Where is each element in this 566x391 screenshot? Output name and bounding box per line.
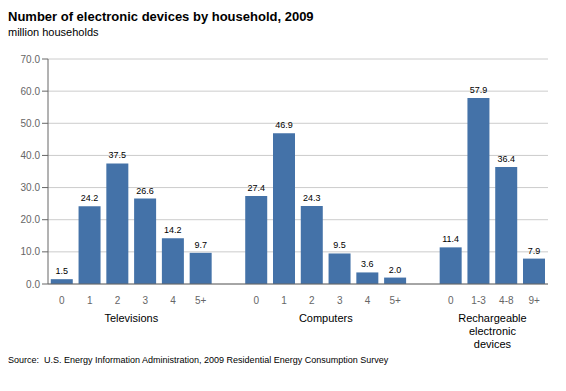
svg-text:20.0: 20.0 [21,214,41,225]
svg-text:11.4: 11.4 [442,234,459,244]
svg-text:40.0: 40.0 [21,150,41,161]
svg-text:9.7: 9.7 [194,240,207,250]
svg-text:70.0: 70.0 [21,54,41,65]
svg-text:0.0: 0.0 [26,279,40,290]
svg-text:4-8: 4-8 [499,295,514,306]
svg-text:3.6: 3.6 [361,259,374,269]
svg-text:1: 1 [87,295,93,306]
svg-text:2: 2 [115,295,121,306]
svg-text:36.4: 36.4 [497,154,515,164]
svg-text:46.9: 46.9 [275,120,293,130]
html-text:Number of electronic devices b: Number of electronic devices by househol… [8,9,314,24]
svg-text:1.5: 1.5 [56,266,69,276]
svg-text:50.0: 50.0 [21,118,41,129]
svg-text:14.2: 14.2 [164,225,182,235]
svg-text:5+: 5+ [390,295,402,306]
svg-text:1: 1 [281,295,287,306]
svg-text:electronic: electronic [469,325,517,337]
html-text:million households: million households [8,26,99,38]
svg-text:60.0: 60.0 [21,86,41,97]
svg-text:1-3: 1-3 [471,295,486,306]
svg-text:7.9: 7.9 [528,246,541,256]
svg-text:Computers: Computers [299,312,353,324]
svg-text:devices: devices [474,338,512,350]
svg-text:3: 3 [337,295,343,306]
html-text:Source: U.S. Energy Informatio: Source: U.S. Energy Information Administ… [8,355,389,365]
svg-text:27.4: 27.4 [247,183,265,193]
svg-text:2.0: 2.0 [389,265,402,275]
svg-text:4: 4 [170,295,176,306]
svg-text:30.0: 30.0 [21,182,41,193]
svg-text:26.6: 26.6 [136,186,154,196]
svg-text:Rechargeable: Rechargeable [458,312,527,324]
svg-text:0: 0 [448,295,454,306]
svg-text:37.5: 37.5 [109,150,127,160]
svg-text:9+: 9+ [528,295,540,306]
svg-text:3: 3 [142,295,148,306]
svg-text:10.0: 10.0 [21,246,41,257]
svg-text:24.2: 24.2 [81,193,99,203]
svg-text:57.9: 57.9 [470,85,488,95]
svg-text:5+: 5+ [195,295,207,306]
svg-text:0: 0 [59,295,65,306]
svg-text:2: 2 [309,295,315,306]
svg-text:4: 4 [365,295,371,306]
svg-text:Televisions: Televisions [104,312,158,324]
svg-text:24.3: 24.3 [303,193,321,203]
svg-text:9.5: 9.5 [333,240,346,250]
svg-text:0: 0 [254,295,260,306]
